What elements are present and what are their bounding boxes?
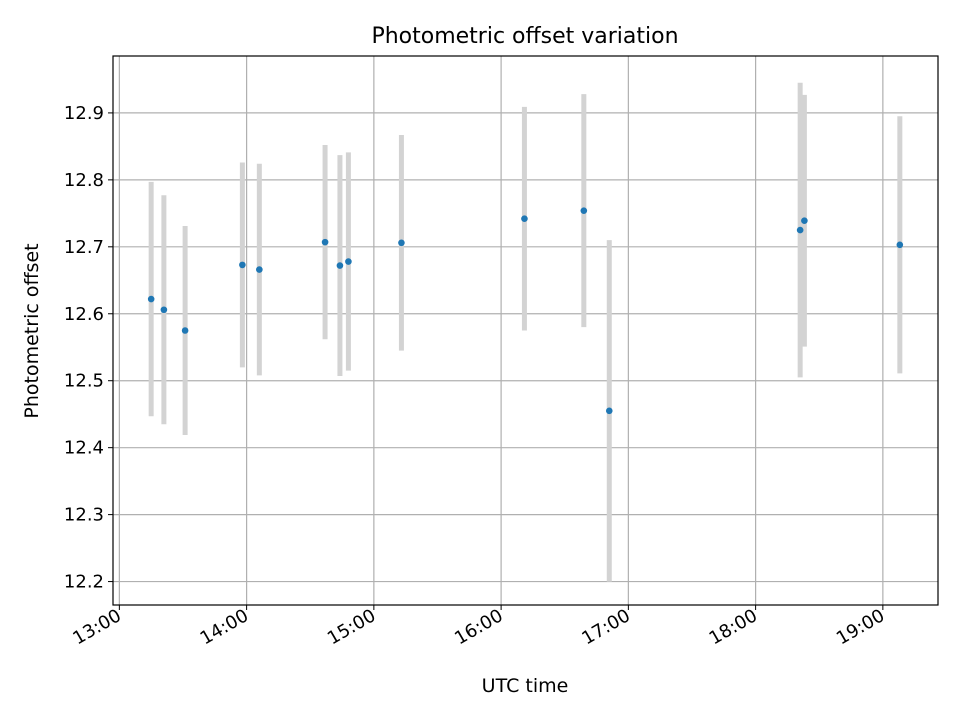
data-point [147, 295, 155, 303]
x-tick-label: 18:00 [706, 605, 761, 649]
plot-frame [112, 55, 939, 606]
y-axis-ticks: 12.2 12.3 12.4 12.5 12.6 12.7 12.8 12.9 [64, 103, 113, 593]
y-tick-label: 12.5 [64, 371, 104, 392]
x-tick-label: 19:00 [833, 605, 888, 649]
y-tick-label: 12.8 [64, 170, 104, 191]
data-point [796, 226, 804, 234]
x-tick-label: 15:00 [324, 605, 379, 649]
data-point [580, 207, 588, 214]
x-tick-label: 17:00 [578, 605, 633, 649]
y-tick-label: 12.4 [64, 438, 104, 459]
data-point [398, 239, 405, 247]
y-tick-label: 12.7 [64, 237, 104, 258]
data-point [336, 262, 344, 269]
x-tick-label: 14:00 [197, 605, 252, 649]
data-point [321, 238, 329, 246]
y-tick-label: 12.2 [64, 572, 104, 593]
x-tick-label: 16:00 [451, 605, 506, 649]
data-point [160, 306, 168, 314]
y-tick-label: 12.3 [64, 505, 104, 526]
data-point [605, 407, 613, 415]
x-axis-label: UTC time [482, 675, 569, 697]
data-point [239, 261, 246, 269]
y-axis-label: Photometric offset [21, 243, 43, 418]
error-bars [148, 82, 903, 582]
data-point [801, 217, 808, 224]
y-tick-label: 12.6 [64, 304, 104, 325]
data-point [256, 266, 263, 273]
x-tick-label: 13:00 [69, 605, 124, 649]
chart-title: Photometric offset variation [371, 24, 678, 49]
data-point [181, 327, 189, 334]
x-axis-ticks: 13:00 14:00 15:00 16:00 17:00 18:00 19:00 [69, 605, 888, 649]
data-point [896, 241, 904, 249]
data-point [521, 215, 528, 222]
data-points [147, 207, 904, 415]
y-tick-label: 12.9 [64, 103, 104, 124]
data-point [345, 258, 352, 265]
